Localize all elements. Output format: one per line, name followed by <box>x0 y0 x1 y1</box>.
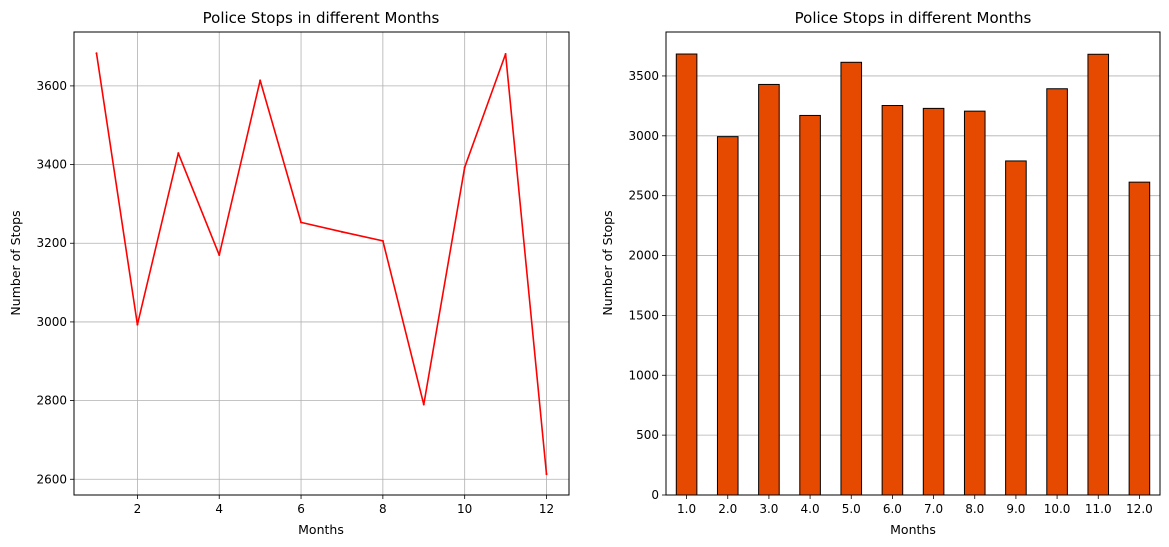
y-tick-label: 2000 <box>628 249 659 263</box>
y-tick-label: 3500 <box>628 69 659 83</box>
bar <box>716 136 739 496</box>
x-tick-label: 4.0 <box>801 502 820 516</box>
x-tick-label: 2.0 <box>718 502 737 516</box>
bar <box>840 61 863 496</box>
line-chart-panel: Police Stops in different Months 2 4 6 8 10 1… <box>8 9 570 537</box>
x-tick-label: 8.0 <box>965 502 984 516</box>
bar-chart-panel: Police Stops in different Months 0 500 100… <box>600 9 1161 537</box>
x-tick-label: 9.0 <box>1006 502 1025 516</box>
bar-chart-ticks: 0 500 1000 1500 2000 2500 3000 3500 1.0 2.0 3.0 4.0… <box>628 69 1152 516</box>
x-tick-label: 3.0 <box>759 502 778 516</box>
bar <box>1005 160 1027 496</box>
bar <box>758 83 780 496</box>
data-point <box>463 166 466 169</box>
data-point <box>177 152 180 155</box>
data-point <box>545 473 548 476</box>
data-point <box>300 221 303 224</box>
data-point <box>504 53 507 56</box>
y-tick-label: 3000 <box>628 129 659 143</box>
x-tick-label: 6.0 <box>883 502 902 516</box>
data-point <box>340 230 343 233</box>
bar-chart-ylabel: Number of Stops <box>600 210 615 315</box>
bar-chart-frame <box>665 31 1161 496</box>
x-tick-label: 7.0 <box>924 502 943 516</box>
line-chart-ylabel: Number of Stops <box>8 210 23 315</box>
bar <box>1087 53 1110 496</box>
y-tick-label: 3200 <box>36 236 67 250</box>
x-tick-label: 2 <box>134 502 142 516</box>
bar <box>799 114 821 496</box>
x-tick-label: 6 <box>297 502 305 516</box>
y-tick-label: 1000 <box>628 368 659 382</box>
bar-chart-xlabel: Months <box>890 522 936 537</box>
data-point <box>381 239 384 242</box>
x-tick-label: 10.0 <box>1044 502 1071 516</box>
bar <box>1128 181 1151 496</box>
line-chart-ticks: 2 4 6 8 10 12 2600 2800 3000 3200 3400 3600 <box>36 79 554 516</box>
bar-chart-grid <box>666 75 1160 496</box>
bar <box>922 107 945 496</box>
x-tick-label: 12.0 <box>1126 502 1153 516</box>
line-chart-xlabel: Months <box>298 522 344 537</box>
data-point <box>422 403 425 406</box>
data-point <box>218 254 221 257</box>
data-point <box>136 323 139 326</box>
bar-chart-marks <box>675 53 1151 496</box>
x-tick-label: 10 <box>457 502 472 516</box>
series-line <box>95 53 548 475</box>
bar <box>963 110 986 496</box>
y-tick-label: 3400 <box>36 158 67 172</box>
y-tick-label: 3000 <box>36 315 67 329</box>
bar <box>881 105 904 496</box>
x-tick-label: 12 <box>539 502 554 516</box>
data-point <box>95 52 98 55</box>
y-tick-label: 3600 <box>36 79 67 93</box>
data-point <box>259 79 262 82</box>
bar <box>1046 88 1068 496</box>
line-chart-title: Police Stops in different Months <box>203 9 440 27</box>
line-chart-grid <box>74 32 569 495</box>
x-tick-label: 5.0 <box>842 502 861 516</box>
x-tick-label: 8 <box>379 502 387 516</box>
bar <box>675 53 698 496</box>
x-tick-label: 1.0 <box>677 502 696 516</box>
y-tick-label: 0 <box>651 488 659 502</box>
x-tick-label: 11.0 <box>1085 502 1112 516</box>
x-tick-label: 4 <box>215 502 223 516</box>
y-tick-label: 1500 <box>628 308 659 322</box>
line-chart-frame <box>73 31 570 496</box>
y-tick-label: 2500 <box>628 189 659 203</box>
y-tick-label: 2600 <box>36 472 67 486</box>
line-chart-marks <box>95 52 548 476</box>
bar-chart-title: Police Stops in different Months <box>795 9 1032 27</box>
y-tick-label: 2800 <box>36 394 67 408</box>
y-tick-label: 500 <box>636 428 659 442</box>
